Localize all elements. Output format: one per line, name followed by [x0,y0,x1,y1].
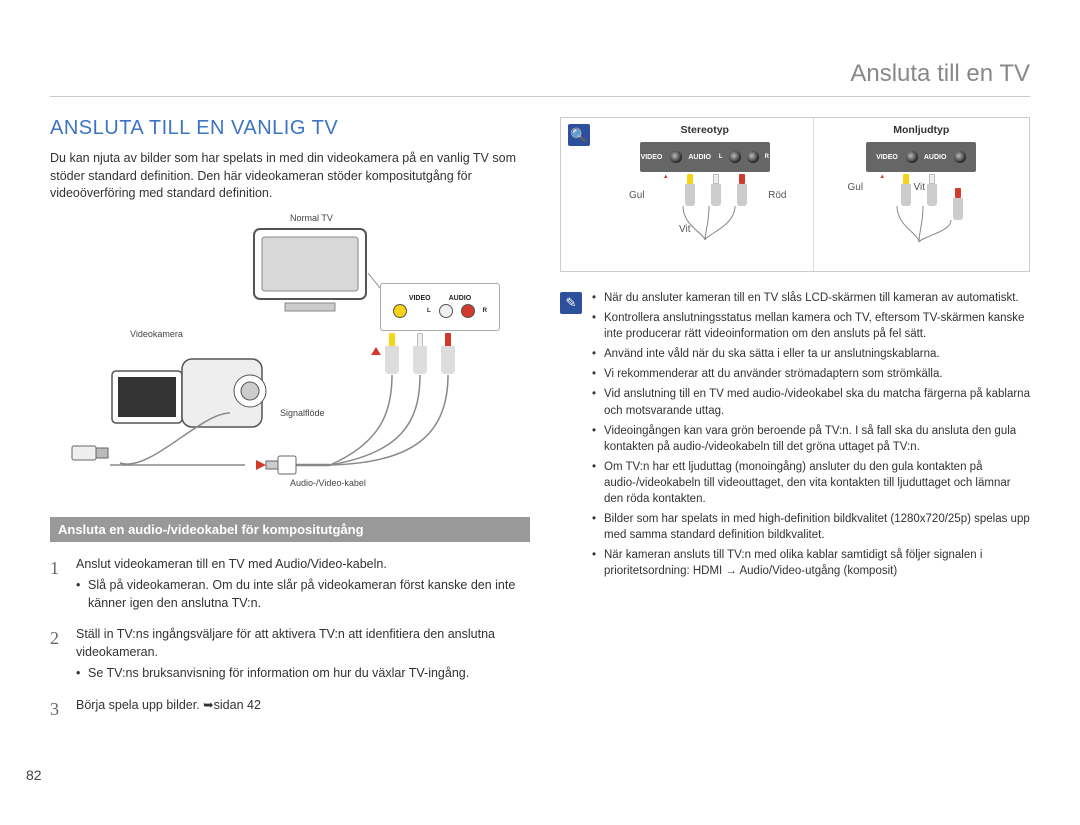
note-2: Använd inte våld när du ska sätta i elle… [592,346,1030,362]
page-number: 82 [26,767,42,783]
usb-plug-illustration [70,438,110,468]
step-2-text: Ställ in TV:ns ingångsväljare för att ak… [76,627,495,659]
left-column: ANSLUTA TILL EN VANLIG TV Du kan njuta a… [50,117,530,728]
connector-types-box: 🔍 Stereotyp VIDEO AUDIO L R ▲ [560,117,1030,272]
stereo-L-label: L [719,154,723,160]
steps-list: Anslut videokameran till en TV med Audio… [50,556,530,715]
stereo-panel: VIDEO AUDIO L R [640,142,770,172]
stereo-connector: Stereotyp VIDEO AUDIO L R ▲ [597,118,813,271]
cable-lines [50,213,530,503]
note-3: Vi rekommenderar att du använder strömad… [592,366,1030,382]
notes-list: När du ansluter kameran till en TV slås … [592,290,1030,584]
step-1-text: Anslut videokameran till en TV med Audio… [76,557,387,571]
step-3-text: Börja spela upp bilder. ➥sidan 42 [76,698,261,712]
stereo-R-label: R [765,154,769,160]
stereo-video-label: VIDEO [641,154,663,161]
subsection-heading: Ansluta en audio-/videokabel för komposi… [50,517,530,542]
note-8: När kameran ansluts till TV:n med olika … [592,547,1030,579]
mono-video-label: VIDEO [876,154,898,161]
note-1: Kontrollera anslutningsstatus mellan kam… [592,310,1030,342]
diagram-cable-label: Audio-/Video-kabel [290,478,366,488]
mono-panel: VIDEO AUDIO [866,142,976,172]
mono-gul-label: Gul [848,182,864,193]
mono-audio-label: AUDIO [924,154,947,161]
stereo-rod-label: Röd [768,190,786,201]
stereo-gul-label: Gul [629,190,645,201]
step-1: Anslut videokameran till en TV med Audio… [50,556,530,613]
note-icon: ✎ [560,292,582,314]
note-7: Bilder som har spelats in med high-defin… [592,511,1030,543]
right-column: 🔍 Stereotyp VIDEO AUDIO L R ▲ [560,117,1030,728]
stereo-vit-label: Vit [679,224,691,235]
mono-vit-label: Vit [914,182,926,193]
note-4: Vid anslutning till en TV med audio-/vid… [592,386,1030,418]
step-2-sub-0: Se TV:ns bruksanvisning för information … [76,665,530,683]
stereo-title: Stereotyp [597,118,813,136]
note-6: Om TV:n har ett ljuduttag (monoingång) a… [592,459,1030,507]
connection-diagram: Normal TV Videokamera VIDEO AUDIO [50,213,530,503]
step-3: Börja spela upp bilder. ➥sidan 42 [50,697,530,715]
note-5: Videoingången kan vara grön beroende på … [592,423,1030,455]
mono-cable-svg [831,206,1011,246]
stereo-cable-svg [615,206,795,242]
mono-connector: Monljudtyp VIDEO AUDIO ▲ [813,118,1030,271]
section-title: ANSLUTA TILL EN VANLIG TV [50,117,530,140]
note-0: När du ansluter kameran till en TV slås … [592,290,1030,306]
step-2: Ställ in TV:ns ingångsväljare för att ak… [50,626,530,683]
diagram-signal-label: Signalflöde [280,408,325,418]
notes-block: ✎ När du ansluter kameran till en TV slå… [560,290,1030,584]
page-header-title: Ansluta till en TV [50,60,1030,97]
step-1-sub-0: Slå på videokameran. Om du inte slår på … [76,577,530,612]
stereo-audio-label: AUDIO [688,154,711,161]
intro-paragraph: Du kan njuta av bilder som har spelats i… [50,150,530,203]
magnify-icon: 🔍 [568,124,590,146]
mono-title: Monljudtyp [814,118,1030,136]
